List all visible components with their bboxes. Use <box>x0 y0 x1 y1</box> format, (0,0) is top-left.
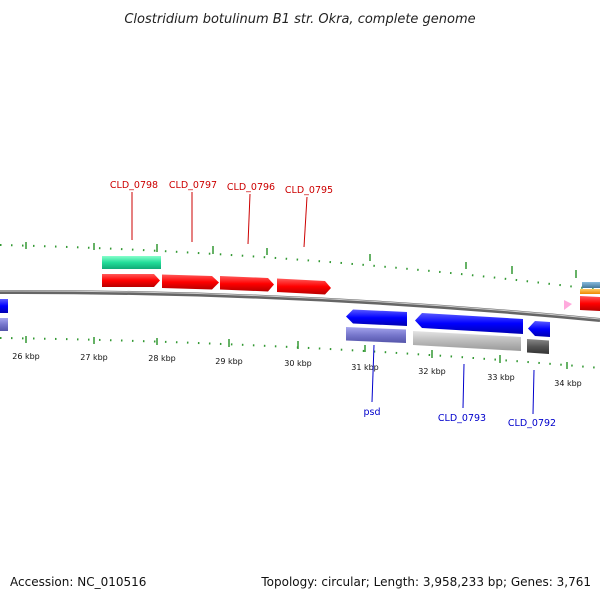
gene-label-cld0792[interactable]: CLD_0792 <box>508 418 556 429</box>
outer-major-ticks <box>25 242 577 278</box>
outer-tick-ring <box>0 244 600 291</box>
reverse-cds-track <box>346 309 550 337</box>
edge-feature-pink[interactable] <box>564 300 572 310</box>
cds-cld0792[interactable] <box>528 321 550 337</box>
forward-cds-track <box>102 274 331 295</box>
kbp-label: 33 kbp <box>487 373 515 382</box>
gene-label-cld0796[interactable]: CLD_0796 <box>227 182 275 193</box>
leader-line <box>247 193 251 245</box>
genome-info-text: Topology: circular; Length: 3,958,233 bp… <box>260 575 591 589</box>
genome-backbone-highlight <box>0 290 600 320</box>
leader-line <box>462 363 465 409</box>
gene-label-cld0795[interactable]: CLD_0795 <box>285 185 333 196</box>
leader-line <box>371 344 375 403</box>
genome-backbone <box>0 289 600 322</box>
gene-cld0798-feature[interactable] <box>102 256 161 269</box>
accession-text: Accession: NC_010516 <box>10 575 146 589</box>
forward-gene-labels: CLD_0798 CLD_0797 CLD_0796 CLD_0795 <box>110 180 333 248</box>
edge-feature-lavender-left[interactable] <box>0 318 8 331</box>
gene-label-cld0798[interactable]: CLD_0798 <box>110 180 158 191</box>
kbp-scale-labels: 26 kbp 27 kbp 28 kbp 29 kbp 30 kbp 31 kb… <box>12 352 582 388</box>
cds-cld0793[interactable] <box>415 313 523 334</box>
kbp-label: 32 kbp <box>418 367 446 376</box>
gene-cld0793-feature[interactable] <box>413 331 521 351</box>
edge-feature-orange[interactable] <box>580 289 600 294</box>
gene-psd-feature[interactable] <box>346 327 406 343</box>
kbp-label: 34 kbp <box>554 379 582 388</box>
reverse-gene-labels: psd CLD_0793 CLD_0792 <box>363 344 556 429</box>
leader-line <box>303 196 308 248</box>
edge-feature-blue-left[interactable] <box>0 299 8 313</box>
cds-cld0796[interactable] <box>220 276 274 292</box>
kbp-label: 31 kbp <box>351 363 379 372</box>
edge-feature-steel[interactable] <box>582 282 600 288</box>
leader-line <box>532 369 535 415</box>
cds-cld0795[interactable] <box>277 278 331 295</box>
cds-cld0797[interactable] <box>162 274 219 290</box>
cds-psd[interactable] <box>346 309 407 327</box>
inner-major-ticks <box>25 336 568 369</box>
kbp-label: 26 kbp <box>12 352 40 361</box>
kbp-label: 30 kbp <box>284 359 312 368</box>
genome-title: Clostridium botulinum B1 str. Okra, comp… <box>124 12 475 27</box>
gene-label-cld0797[interactable]: CLD_0797 <box>169 180 217 191</box>
gene-label-psd[interactable]: psd <box>363 407 380 418</box>
kbp-label: 29 kbp <box>215 357 243 366</box>
kbp-label: 28 kbp <box>148 354 176 363</box>
gene-cld0792-feature[interactable] <box>527 339 549 354</box>
edge-feature-red[interactable] <box>580 296 600 311</box>
gene-label-cld0793[interactable]: CLD_0793 <box>438 413 486 424</box>
kbp-label: 27 kbp <box>80 353 108 362</box>
cds-cld0798[interactable] <box>102 274 160 287</box>
